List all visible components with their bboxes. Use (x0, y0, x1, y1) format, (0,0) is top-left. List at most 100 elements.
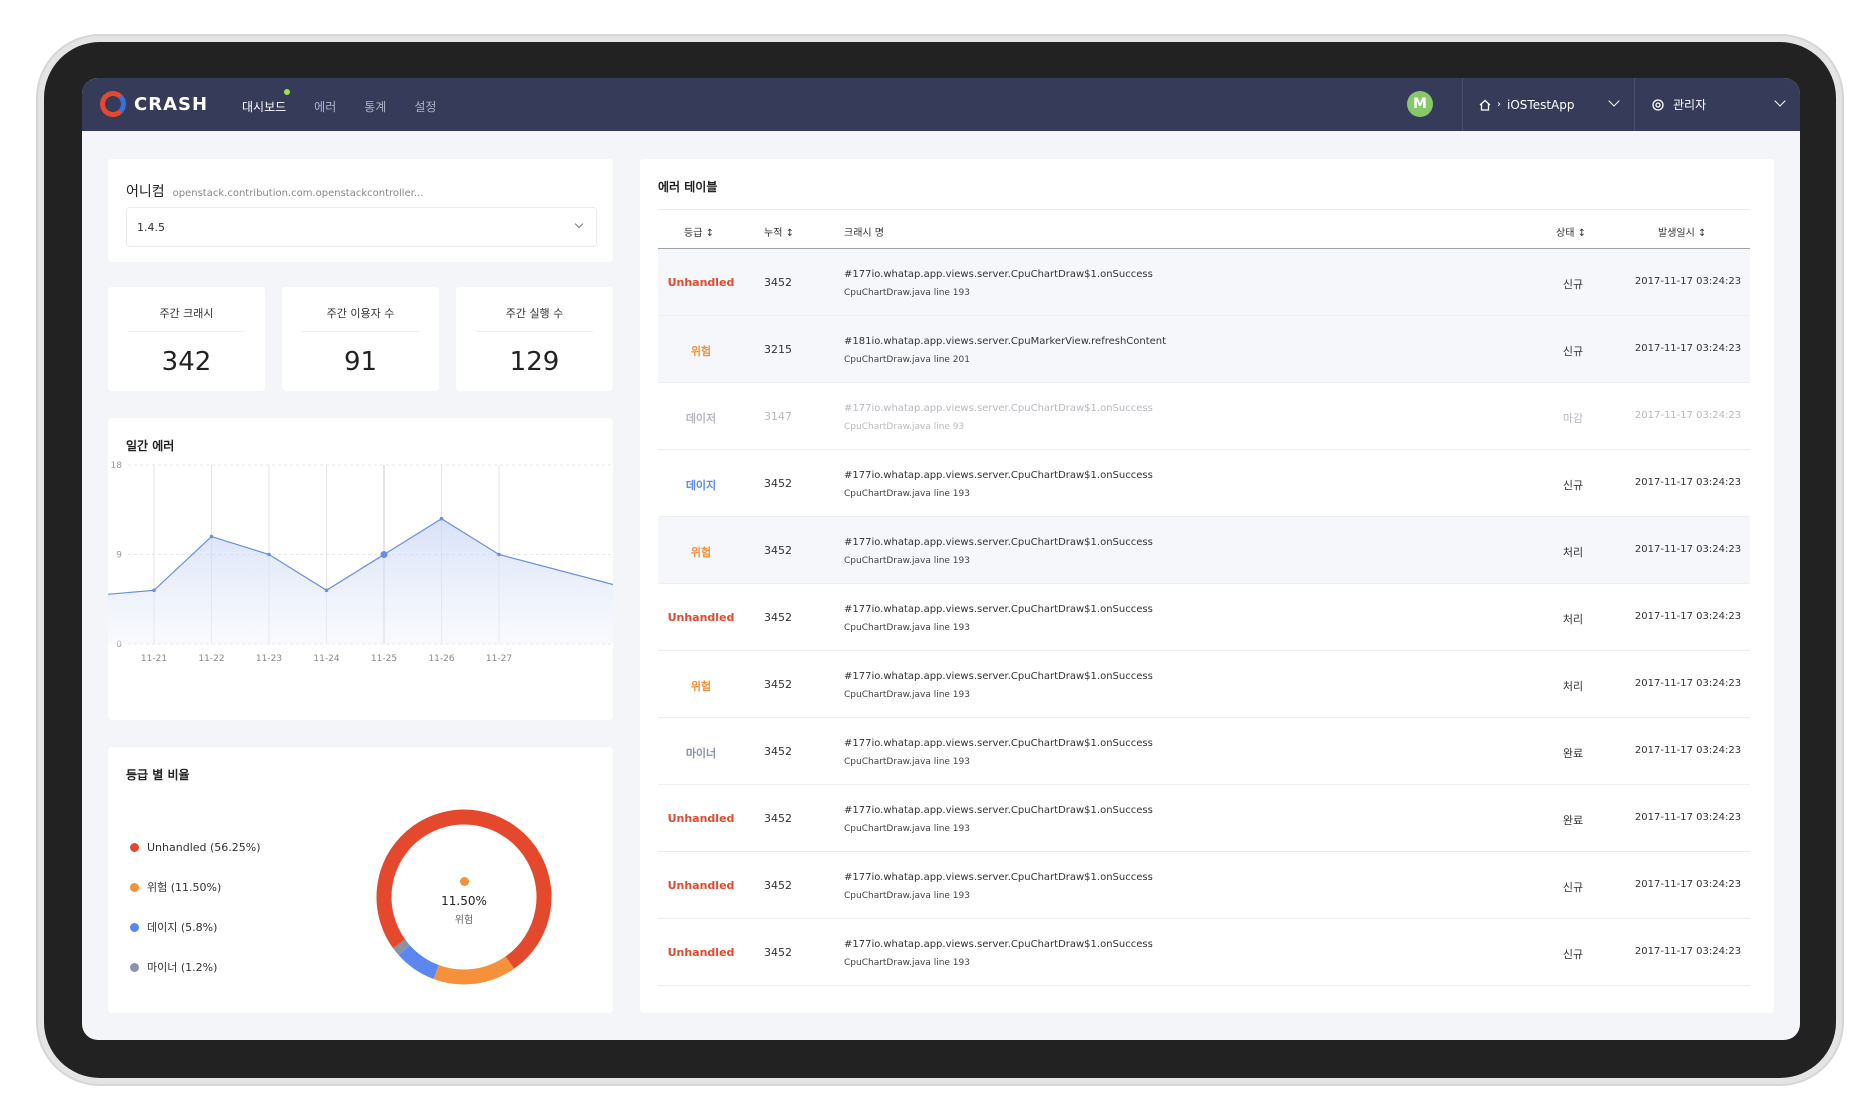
date-cell: 2017-11-17 03:24:23 (1634, 410, 1742, 421)
x-tick-label: 11-21 (141, 654, 167, 664)
center-value: 11.50% (441, 894, 487, 908)
count-cell: 3452 (764, 812, 792, 825)
count-cell: 3452 (764, 276, 792, 289)
active-indicator-dot (284, 89, 291, 95)
grade-cell: Unhandled (667, 879, 735, 892)
nav-item-dashboard[interactable]: 대시보드 (242, 89, 291, 115)
stat-weekly-users: 주간 이용자 수 91 (282, 287, 439, 391)
crash-name-cell[interactable]: #177io.whatap.app.views.server.CpuChartD… (844, 935, 1153, 973)
table-row[interactable]: Unhandled 3452 #177io.whatap.app.views.ser… (658, 852, 1750, 919)
table-row[interactable]: 마이너 3452 #177io.whatap.app.views.server.Cp… (658, 718, 1750, 785)
table-row[interactable]: 데이저 3147 #177io.whatap.app.views.server.Cp… (658, 383, 1750, 450)
x-tick-label: 11-27 (486, 654, 512, 664)
crash-name-cell[interactable]: #177io.whatap.app.views.server.CpuChartD… (844, 801, 1153, 839)
data-point (267, 552, 271, 557)
data-point (497, 552, 501, 557)
table-row[interactable]: Unhandled 3452 #177io.whatap.app.views.ser… (658, 584, 1750, 651)
breadcrumb-separator-icon: › (1497, 99, 1501, 110)
app-name: iOSTestApp (1507, 97, 1575, 112)
stat-label: 주간 크래시 (128, 305, 245, 332)
crash-name-cell[interactable]: #177io.whatap.app.views.server.CpuChartD… (844, 265, 1153, 303)
date-cell: 2017-11-17 03:24:23 (1634, 812, 1742, 823)
date-cell: 2017-11-17 03:24:23 (1634, 678, 1742, 689)
date-cell: 2017-11-17 03:24:23 (1634, 343, 1742, 354)
column-grade[interactable]: 등급 ↕ (684, 228, 714, 239)
chevron-down-icon (1608, 95, 1620, 107)
stat-weekly-runs: 주간 실행 수 129 (456, 287, 613, 391)
status-cell: 신규 (1562, 278, 1584, 291)
grade-cell: Unhandled (667, 611, 735, 624)
count-cell: 3452 (764, 946, 792, 959)
y-tick-label: 9 (116, 551, 122, 561)
stat-label: 주간 실행 수 (476, 305, 593, 332)
chart-title: 일간 에러 (126, 439, 175, 453)
top-navigation-bar: CRASH 대시보드 에러 통계 설정 M › iOSTestApp 관리자 (82, 78, 1800, 131)
grade-cell: 위험 (690, 680, 712, 693)
crash-name-cell[interactable]: #177io.whatap.app.views.server.CpuChartD… (844, 399, 1153, 437)
table-row[interactable]: Unhandled 3452 #177io.whatap.app.views.ser… (658, 919, 1750, 986)
table-row[interactable]: 위험 3452 #177io.whatap.app.views.server.Cpu… (658, 651, 1750, 718)
crash-name-cell[interactable]: #177io.whatap.app.views.server.CpuChartD… (844, 466, 1153, 504)
donut-slice (376, 809, 552, 969)
crash-name-cell[interactable]: #177io.whatap.app.views.server.CpuChartD… (844, 734, 1153, 772)
table-body: Unhandled 3452 #177io.whatap.app.views.ser… (658, 249, 1750, 986)
crash-location: CpuChartDraw.java line 201 (844, 355, 970, 365)
nav-item-errors[interactable]: 에러 (314, 100, 337, 114)
column-count[interactable]: 누적 ↕ (764, 228, 794, 239)
y-tick-label: 18 (111, 461, 123, 471)
column-date[interactable]: 발생일시 ↕ (1658, 228, 1707, 239)
crash-location: CpuChartDraw.java line 193 (844, 489, 970, 499)
series-area (108, 518, 613, 644)
data-point (209, 534, 214, 539)
crash-name-cell[interactable]: #177io.whatap.app.views.server.CpuChartD… (844, 868, 1153, 906)
table-row[interactable]: 위험 3215 #181io.whatap.app.views.server.Cpu… (658, 316, 1750, 383)
logo[interactable]: CRASH (100, 91, 208, 117)
admin-menu[interactable]: 관리자 (1634, 78, 1800, 131)
crash-name: #177io.whatap.app.views.server.CpuChartD… (844, 604, 1153, 615)
logo-text: CRASH (134, 93, 209, 115)
logo-icon (100, 91, 126, 117)
crash-name: #177io.whatap.app.views.server.CpuChartD… (844, 872, 1153, 883)
table-row[interactable]: 데이지 3452 #177io.whatap.app.views.server.Cp… (658, 450, 1750, 517)
crash-name-cell[interactable]: #177io.whatap.app.views.server.CpuChartD… (844, 667, 1153, 705)
nav-item-settings[interactable]: 설정 (414, 100, 437, 114)
app-selector[interactable]: › iOSTestApp (1462, 78, 1634, 131)
date-cell: 2017-11-17 03:24:23 (1634, 276, 1742, 287)
crash-location: CpuChartDraw.java line 93 (844, 422, 965, 432)
error-table-panel: 에러 테이블 등급 ↕ 누적 ↕ 크래시 명 상태 ↕ 발생일시 ↕ Unhan… (640, 159, 1774, 1013)
count-cell: 3215 (764, 343, 792, 356)
crash-name-cell[interactable]: #177io.whatap.app.views.server.CpuChartD… (844, 533, 1153, 571)
table-row[interactable]: Unhandled 3452 #177io.whatap.app.views.ser… (658, 785, 1750, 852)
date-cell: 2017-11-17 03:24:23 (1634, 544, 1742, 555)
avatar[interactable]: M (1407, 91, 1433, 117)
nav-item-statistics[interactable]: 통계 (364, 100, 387, 114)
column-status[interactable]: 상태 ↕ (1556, 228, 1586, 239)
crash-name-cell[interactable]: #181io.whatap.app.views.server.CpuMarker… (844, 332, 1166, 370)
legend-label: 데이지 (5.8%) (147, 921, 218, 934)
y-tick-label: 0 (116, 640, 122, 650)
center-dot (459, 877, 469, 886)
legend-dot (130, 922, 139, 932)
table-row[interactable]: 위험 3452 #177io.whatap.app.views.server.Cpu… (658, 517, 1750, 584)
table-row[interactable]: Unhandled 3452 #177io.whatap.app.views.ser… (658, 249, 1750, 316)
x-tick-label: 11-26 (428, 654, 454, 664)
grade-cell: 위험 (690, 345, 712, 358)
x-tick-label: 11-25 (371, 654, 397, 664)
date-cell: 2017-11-17 03:24:23 (1634, 946, 1742, 957)
crash-location: CpuChartDraw.java line 193 (844, 556, 970, 566)
date-cell: 2017-11-17 03:24:23 (1634, 477, 1742, 488)
crash-name-cell[interactable]: #177io.whatap.app.views.server.CpuChartD… (844, 600, 1153, 638)
count-cell: 3452 (764, 678, 792, 691)
donut-chart (376, 809, 552, 985)
count-cell: 3452 (764, 544, 792, 557)
donut-center: 11.50% 위험 (404, 877, 524, 926)
table-header: 등급 ↕ 누적 ↕ 크래시 명 상태 ↕ 발생일시 ↕ (658, 209, 1750, 249)
status-cell: 처리 (1562, 546, 1584, 559)
legend-dot (130, 962, 139, 972)
data-point (152, 588, 156, 593)
version-select[interactable]: 1.4.5 (126, 207, 597, 247)
crash-name: #177io.whatap.app.views.server.CpuChartD… (844, 939, 1153, 950)
crash-name: #177io.whatap.app.views.server.CpuChartD… (844, 403, 1153, 414)
data-point (439, 516, 444, 521)
legend-item-daisy: 데이지 (5.8%) (130, 907, 261, 947)
